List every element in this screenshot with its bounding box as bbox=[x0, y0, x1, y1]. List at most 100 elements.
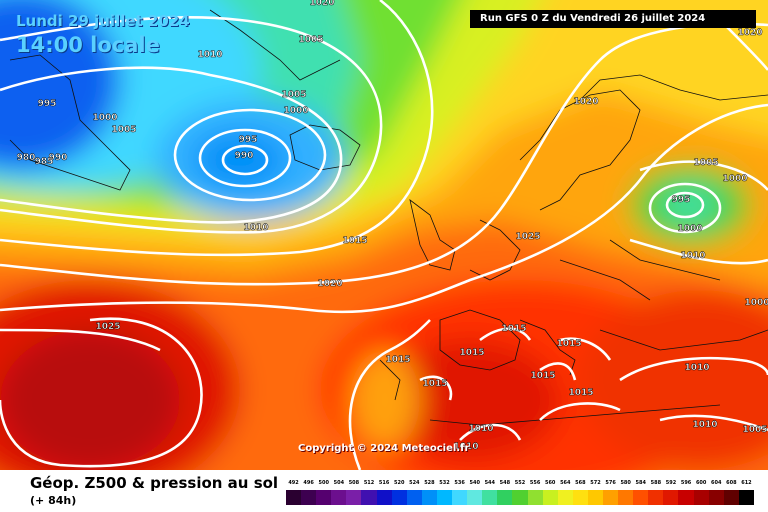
isobar-label: 1015 bbox=[501, 324, 526, 334]
legend-value: 520 bbox=[394, 480, 405, 486]
legend-swatch bbox=[618, 490, 634, 505]
legend-swatch bbox=[376, 490, 392, 505]
legend-swatch bbox=[693, 490, 709, 505]
legend-swatch bbox=[391, 490, 407, 505]
legend-swatch bbox=[542, 490, 558, 505]
legend-swatch bbox=[723, 490, 739, 505]
legend-swatch bbox=[557, 490, 573, 505]
forecast-date: Lundi 29 juillet 2024 bbox=[16, 12, 190, 30]
isobar-label: 1015 bbox=[422, 379, 447, 389]
isobar-label: 1005 bbox=[742, 425, 767, 435]
legend-value: 576 bbox=[605, 480, 616, 486]
coastlines bbox=[9, 9, 768, 426]
legend-swatch bbox=[406, 490, 422, 505]
isobar-label: 990 bbox=[235, 151, 254, 161]
legend-value: 504 bbox=[333, 480, 345, 486]
isobar-label: 1010 bbox=[197, 50, 222, 60]
isobar-labels: 1010 1005 995 990 1000 1005 1000 995 990… bbox=[16, 0, 768, 452]
legend-value: 556 bbox=[529, 480, 541, 486]
isobar-label: 1005 bbox=[298, 35, 323, 45]
legend-labels: 492 496 500 504 508 512 516 520 524 528 532 536 540 5… bbox=[286, 480, 754, 490]
legend-swatch bbox=[452, 490, 468, 505]
legend-value: 612 bbox=[741, 480, 752, 486]
run-info: Run GFS 0 Z du Vendredi 26 juillet 2024 bbox=[470, 10, 756, 28]
legend-swatch bbox=[436, 490, 453, 505]
legend-swatch bbox=[482, 490, 498, 505]
legend-value: 496 bbox=[303, 480, 314, 486]
legend-swatch bbox=[587, 490, 603, 505]
legend-value: 492 bbox=[288, 480, 299, 486]
legend-value: 536 bbox=[454, 480, 465, 486]
isobar-label: 1005 bbox=[111, 125, 136, 135]
isobar-label: 1000 bbox=[677, 224, 702, 234]
legend-value: 568 bbox=[575, 480, 586, 486]
legend-value: 512 bbox=[363, 480, 375, 486]
geopotential-fill bbox=[0, 0, 768, 470]
legend-value: 596 bbox=[680, 480, 692, 486]
copyright-text: Copyright © 2024 Meteociel.fr bbox=[298, 443, 470, 454]
legend-value: 544 bbox=[484, 480, 496, 486]
legend-swatch bbox=[527, 490, 543, 505]
map-footer: Géop. Z500 & pression au sol (+ 84h) 492… bbox=[0, 470, 768, 512]
isobar-label: 1005 bbox=[693, 158, 718, 168]
isobar-label: 1020 bbox=[309, 0, 334, 8]
legend-color-bar bbox=[286, 490, 754, 505]
color-legend: 492 496 500 504 508 512 516 520 524 528 532 536 540 5… bbox=[286, 480, 754, 510]
isobar-label: 1025 bbox=[515, 232, 540, 242]
map-area: 1010 1005 995 990 1000 1005 1000 995 990… bbox=[0, 0, 768, 470]
legend-value: 524 bbox=[409, 480, 420, 486]
forecast-time: 14:00 locale bbox=[16, 33, 160, 57]
isobar-label: 1010 bbox=[684, 363, 709, 373]
legend-swatch bbox=[361, 490, 377, 505]
legend-swatch bbox=[708, 490, 724, 505]
isobar-label: 1010 bbox=[680, 251, 705, 261]
legend-swatch bbox=[738, 490, 754, 505]
legend-value: 604 bbox=[711, 480, 722, 486]
isobar-label: 1020 bbox=[317, 279, 342, 289]
legend-swatch bbox=[497, 490, 513, 505]
isobar-label: 985 bbox=[35, 157, 54, 167]
legend-value: 532 bbox=[439, 480, 450, 486]
legend-value: 560 bbox=[544, 480, 556, 486]
isobar-label: 1015 bbox=[530, 371, 555, 381]
legend-value: 528 bbox=[424, 480, 435, 486]
legend-value: 588 bbox=[650, 480, 662, 486]
legend-swatch bbox=[648, 490, 664, 505]
legend-value: 548 bbox=[499, 480, 511, 486]
isobar-label: 1000 bbox=[744, 298, 768, 308]
map-title: Géop. Z500 & pression au sol bbox=[30, 474, 279, 492]
forecast-step: (+ 84h) bbox=[30, 494, 77, 507]
legend-value: 564 bbox=[560, 480, 571, 486]
isobar-label: 995 bbox=[38, 99, 57, 109]
isobar-label: 1015 bbox=[459, 348, 484, 358]
legend-swatch bbox=[421, 490, 437, 505]
isobar-label: 1010 bbox=[453, 442, 478, 452]
isobar-label: 980 bbox=[17, 153, 36, 163]
legend-swatch bbox=[633, 490, 649, 505]
isobar-label: 1015 bbox=[342, 236, 367, 246]
legend-swatch bbox=[301, 490, 317, 505]
legend-swatch bbox=[346, 490, 362, 505]
legend-swatch bbox=[467, 490, 483, 505]
isobar-label: 1000 bbox=[722, 174, 747, 184]
isobar-label: 1020 bbox=[573, 97, 598, 107]
isobar-label: 1010 bbox=[692, 420, 717, 430]
legend-value: 592 bbox=[665, 480, 677, 486]
isobar-label: 1020 bbox=[737, 28, 762, 38]
legend-value: 608 bbox=[726, 480, 737, 486]
legend-value: 600 bbox=[695, 480, 707, 486]
legend-value: 552 bbox=[514, 480, 526, 486]
isobar-label: 990 bbox=[49, 153, 68, 163]
legend-swatch bbox=[602, 490, 619, 505]
isobar-label: 1005 bbox=[281, 90, 306, 100]
legend-value: 500 bbox=[318, 480, 329, 486]
isobar-label: 1015 bbox=[556, 339, 581, 349]
geopotential-map: 1010 1005 995 990 1000 1005 1000 995 990… bbox=[0, 0, 768, 470]
legend-value: 580 bbox=[620, 480, 631, 486]
isobar-label: 995 bbox=[239, 135, 258, 145]
legend-swatch bbox=[331, 490, 347, 505]
isobar-label: 1000 bbox=[283, 106, 308, 116]
isobar-label: 1000 bbox=[92, 113, 117, 123]
legend-value: 508 bbox=[348, 480, 360, 486]
